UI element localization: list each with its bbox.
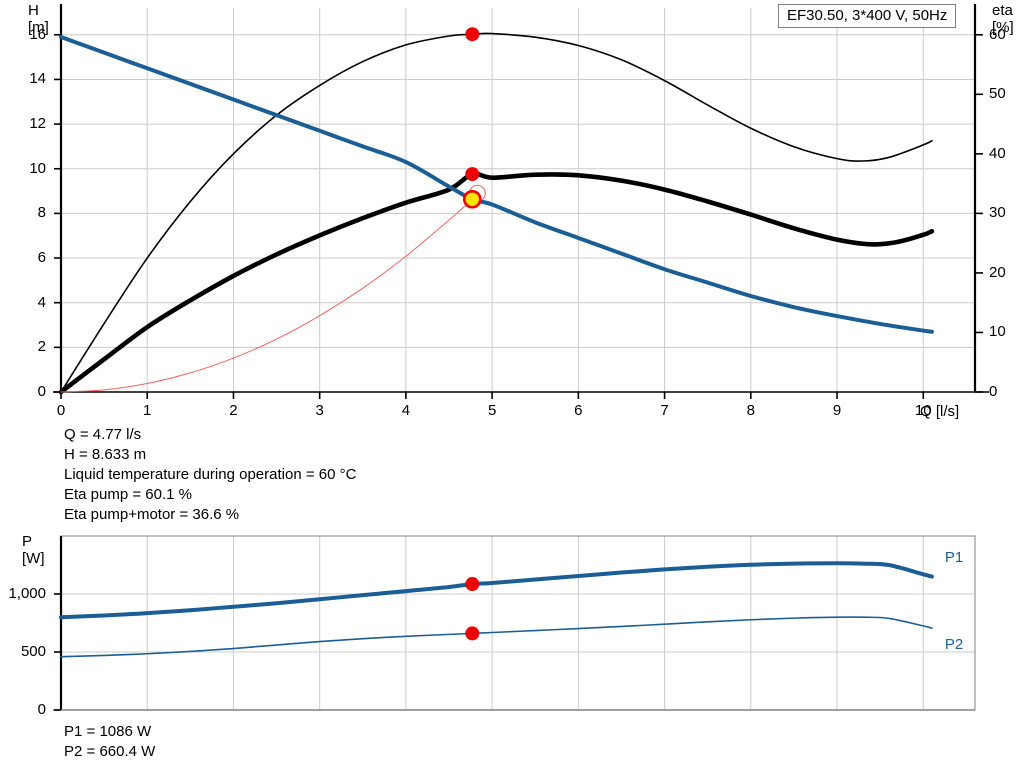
eta-y-tick-label: 0: [989, 383, 998, 400]
eta-y-tick-label: 10: [989, 323, 1006, 341]
curve-h-head-: [59, 35, 934, 334]
duty-info-line-1: Q = 4.77 l/s: [64, 426, 142, 443]
head-y-tick-label: 4: [37, 293, 46, 311]
head-curves: [58, 32, 935, 395]
power-axis-unit: [W]: [22, 550, 45, 567]
curve-system-curve: [60, 198, 473, 393]
head-gridlines: [60, 8, 975, 393]
duty-point-info: Q = 4.77 l/s H = 8.633 m Liquid temperatur…: [64, 425, 356, 525]
power-y-tick-label: 500: [20, 643, 46, 660]
series-label-p2: P2: [944, 636, 964, 654]
power-chart: P [W] P1 P2 0 500 1,000: [0, 530, 1024, 720]
flow-x-tick-label: 5: [487, 402, 497, 419]
head-duty-markers: [462, 27, 486, 209]
flow-axis-caption: Q [l/s]: [920, 403, 960, 420]
flow-x-tick-label: 6: [574, 402, 583, 419]
power-curves: [59, 561, 934, 658]
head-axis-caption: H [m]: [28, 2, 49, 36]
head-efficiency-chart: H [m] eta [%] Q [l/s] 0 2 4 6 8 10 12 14 16 0 10 20 30…: [28, 2, 1014, 420]
eta-y-tick-label: 30: [989, 204, 1006, 222]
eta-pump-duty-point: [465, 27, 480, 42]
curve-eta-pump: [60, 32, 933, 393]
eta-axis-symbol: eta: [992, 2, 1013, 19]
eta-axis-unit: [%]: [992, 19, 1014, 36]
flow-x-tick-label: 10: [914, 402, 932, 419]
power-y-tick-label: 1,000: [8, 585, 46, 602]
head-y-tick-label: 6: [37, 249, 46, 267]
flow-x-tick-label: 8: [746, 402, 755, 419]
flow-x-tick-label: 3: [315, 402, 324, 419]
eta-y-tick-label: 50: [989, 85, 1006, 103]
eta-y-tick-label: 60: [989, 25, 1006, 43]
flow-x-tick-label: 2: [229, 402, 238, 419]
pump-model-title: EF30.50, 3*400 V, 50Hz: [778, 4, 957, 28]
duty-info-line-5: Eta pump+motor = 36.6 %: [64, 506, 240, 523]
head-axes: [53, 4, 989, 399]
curve-p1: [59, 561, 934, 620]
head-y-tick-label: 12: [29, 115, 46, 133]
power-chart-canvas: [53, 535, 976, 711]
flow-x-tick-label: 7: [660, 402, 669, 419]
head-y-tick-label: 10: [29, 159, 46, 177]
p1-duty-point: [465, 577, 480, 592]
eta-axis-caption: eta [%]: [992, 2, 1014, 36]
flow-x-tick-label: 0: [56, 402, 66, 419]
head-axis-symbol: H: [28, 2, 39, 19]
flow-x-tick-label: 9: [832, 402, 842, 419]
power-info-line-2: P2 = 660.4 W: [64, 743, 156, 760]
head-axis-unit: [m]: [28, 19, 49, 36]
p2-duty-point: [465, 626, 480, 641]
head-y-tick-label: 16: [29, 25, 46, 43]
duty-info-line-2: H = 8.633 m: [64, 446, 147, 463]
power-axis-caption: P [W]: [22, 533, 45, 567]
curve-eta-pump-motor: [58, 171, 935, 395]
head-y-tick-label: 2: [37, 338, 46, 356]
power-info: P1 = 1086 W P2 = 660.4 W: [64, 722, 155, 762]
power-duty-markers: [465, 577, 480, 641]
flow-x-tick-label: 4: [401, 402, 411, 419]
head-y-tick-label: 0: [37, 383, 46, 400]
head-y-tick-label: 8: [37, 204, 46, 222]
duty-info-line-3: Liquid temperature during operation = 60…: [64, 466, 357, 483]
series-label-p1: P1: [944, 548, 964, 566]
flow-x-tick-label: 1: [143, 402, 152, 419]
power-y-tick-label: 0: [37, 701, 46, 718]
head-chart-canvas: [53, 4, 989, 399]
head-y-tick-label: 14: [29, 70, 46, 88]
power-info-line-1: P1 = 1086 W: [64, 723, 152, 740]
eta-y-tick-label: 40: [989, 144, 1006, 162]
head-duty-point: [462, 189, 482, 209]
power-axes: [53, 535, 976, 711]
power-axis-symbol: P: [22, 533, 33, 550]
curve-p2: [60, 616, 933, 658]
eta-y-tick-label: 20: [989, 263, 1006, 281]
eta-pump-motor-duty-point: [465, 167, 480, 182]
duty-info-line-4: Eta pump = 60.1 %: [64, 486, 192, 503]
